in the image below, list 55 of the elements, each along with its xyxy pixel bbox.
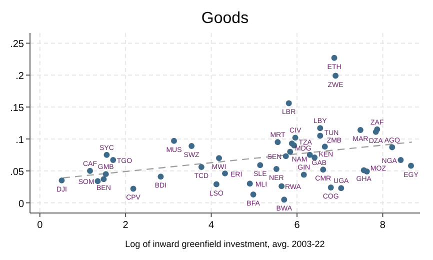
point (222, 170, 228, 176)
x-tick-label: 6 (294, 220, 300, 231)
point (130, 186, 136, 192)
point (110, 157, 116, 163)
point (87, 168, 93, 174)
point (100, 176, 107, 182)
point (306, 152, 313, 158)
point (389, 144, 396, 150)
point (278, 183, 285, 190)
point (198, 164, 204, 170)
point (331, 54, 338, 61)
point (286, 100, 292, 106)
point (408, 162, 414, 169)
point (282, 153, 289, 160)
point (317, 125, 324, 132)
point (274, 139, 281, 146)
point (332, 72, 339, 79)
point (398, 157, 404, 163)
y-tick-label: 0 (18, 198, 24, 210)
point (257, 162, 264, 168)
point (171, 138, 177, 144)
chart-title: Goods (201, 10, 249, 27)
x-tick-label: 2 (122, 220, 129, 231)
y-tick-label: .15 (10, 103, 24, 114)
y-tick-label: .25 (10, 39, 24, 50)
point (213, 181, 220, 188)
point (273, 166, 280, 172)
point (338, 185, 344, 192)
x-tick-label: 8 (380, 220, 386, 231)
point (322, 144, 328, 150)
point (328, 184, 334, 190)
point (292, 134, 298, 141)
y-tick-label: .2 (16, 71, 24, 82)
point (287, 148, 294, 155)
x-tick-label: 0 (37, 220, 44, 231)
point (312, 154, 318, 160)
point (94, 178, 101, 184)
x-axis-title: Log of inward greenfield investment, avg. 2003-22 (125, 239, 325, 249)
point (317, 132, 324, 139)
point (102, 171, 109, 178)
point (250, 192, 256, 198)
x-tick-label: 4 (208, 220, 215, 231)
point (58, 177, 65, 184)
point (300, 172, 307, 178)
point (357, 127, 364, 133)
point (246, 180, 253, 187)
point (104, 152, 110, 158)
y-tick-label: .05 (10, 166, 24, 178)
point (320, 166, 326, 173)
point (216, 155, 222, 162)
point (188, 143, 195, 149)
point (364, 168, 370, 174)
point (158, 174, 164, 180)
point (281, 196, 288, 203)
y-tick-label: .1 (16, 134, 24, 146)
